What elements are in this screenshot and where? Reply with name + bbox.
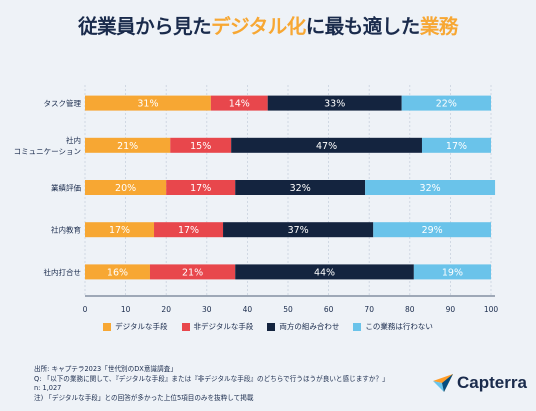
capterra-logo: Capterra — [433, 373, 527, 393]
bar-segment — [235, 180, 366, 195]
category-label: 社内 — [66, 135, 81, 145]
footer-notes: 出所: キャプテラ2023「世代別のDX意識調査」 Q: 「以下の業務に関して、… — [34, 365, 389, 403]
category-label: 業績評価 — [51, 183, 81, 193]
data-label: 37% — [288, 225, 309, 236]
x-tick-label: 60 — [324, 305, 334, 314]
bar-segment — [235, 264, 414, 280]
footer-source: 出所: キャプテラ2023「世代別のDX意識調査」 — [34, 365, 177, 373]
data-label: 17% — [178, 225, 199, 236]
legend-label: デジタルな手段 — [115, 322, 168, 331]
data-label: 17% — [190, 183, 211, 194]
bar-segment — [166, 180, 236, 195]
legend-label: 非デジタルな手段 — [193, 322, 254, 331]
chart-title: 従業員から見たデジタル化に最も適した業務 — [0, 10, 536, 39]
data-label: 17% — [446, 141, 467, 152]
legend-label: この業務は行わない — [365, 322, 433, 331]
footer-note: 注) 「デジタルな手段」との回答が多かった上位5項目のみを抜粋して掲載 — [34, 393, 254, 402]
data-label: 19% — [442, 267, 463, 278]
legend-swatch — [181, 322, 190, 331]
bar-segment — [85, 95, 211, 111]
legend-item: 非デジタルな手段 — [181, 321, 254, 332]
x-tick-label: 10 — [121, 305, 131, 314]
bar-segment — [149, 264, 236, 280]
x-tick-label: 100 — [484, 305, 499, 314]
footer-question: Q: 「以下の業務に関して、『デジタルな手段』または『非デジタルな手段』のどちら… — [34, 374, 389, 383]
data-label: 31% — [137, 99, 158, 110]
legend-swatch — [267, 322, 276, 331]
x-tick-label: 80 — [405, 305, 415, 314]
data-label: 14% — [229, 99, 250, 110]
data-label: 21% — [182, 267, 203, 278]
data-label: 32% — [290, 183, 311, 194]
legend-item: 両方の組み合わせ — [267, 321, 339, 332]
footer-sample-size: n: 1,027 — [34, 384, 62, 393]
data-label: 44% — [314, 267, 335, 278]
bar-segment — [85, 264, 150, 280]
logo-text: Capterra — [457, 373, 527, 392]
bar-segment — [85, 137, 171, 153]
bar-segment — [210, 95, 268, 111]
x-tick-label: 20 — [161, 305, 171, 314]
data-label: 33% — [324, 99, 345, 110]
bar-segment — [85, 222, 155, 238]
data-label: 21% — [117, 141, 138, 152]
bar-segment — [231, 137, 422, 153]
bar-segment — [413, 264, 491, 280]
bar-segment — [223, 222, 374, 238]
data-label: 17% — [109, 225, 130, 236]
category-label: コミュニケーション — [14, 147, 81, 156]
legend-swatch — [103, 322, 112, 331]
bar-segment — [401, 95, 491, 111]
data-label: 32% — [420, 183, 441, 194]
data-label: 20% — [115, 183, 136, 194]
capterra-arrow-icon — [433, 374, 453, 392]
bar-segment — [85, 180, 167, 195]
title-highlight: 業務 — [419, 15, 459, 38]
category-label: タスク管理 — [44, 98, 82, 108]
data-label: 15% — [190, 141, 211, 152]
x-tick-label: 50 — [283, 305, 293, 314]
legend: デジタルな手段 非デジタルな手段 両方の組み合わせ この業務は行わない — [0, 321, 536, 332]
legend-label: 両方の組み合わせ — [279, 322, 340, 331]
bar-segment — [373, 222, 491, 238]
data-label: 22% — [436, 99, 457, 110]
title-part: 従業員から見た — [78, 15, 212, 38]
title-part: に最も適した — [305, 15, 421, 38]
legend-item: この業務は行わない — [353, 321, 433, 332]
data-label: 47% — [316, 141, 337, 152]
bar-segment — [365, 180, 496, 195]
category-label: 社内教育 — [51, 225, 81, 235]
category-label: 社内打合せ — [44, 267, 82, 277]
bar-segment — [267, 95, 402, 111]
bar-segment — [170, 137, 232, 153]
bar-segment — [154, 222, 224, 238]
x-tick-label: 40 — [243, 305, 253, 314]
data-label: 29% — [422, 225, 443, 236]
stacked-bar-chart: 0 10 20 30 40 50 60 70 80 90 100 31% 14% 33% 22% タスク管理 2… — [14, 85, 499, 314]
x-tick-label: 0 — [83, 305, 88, 314]
bar-segment — [421, 137, 491, 153]
x-tick-label: 30 — [202, 305, 212, 314]
legend-item: デジタルな手段 — [103, 321, 168, 332]
data-label: 16% — [107, 267, 128, 278]
legend-swatch — [353, 322, 362, 331]
x-tick-label: 90 — [446, 305, 456, 314]
x-tick-label: 70 — [364, 305, 374, 314]
title-highlight: デジタル化 — [211, 15, 306, 38]
